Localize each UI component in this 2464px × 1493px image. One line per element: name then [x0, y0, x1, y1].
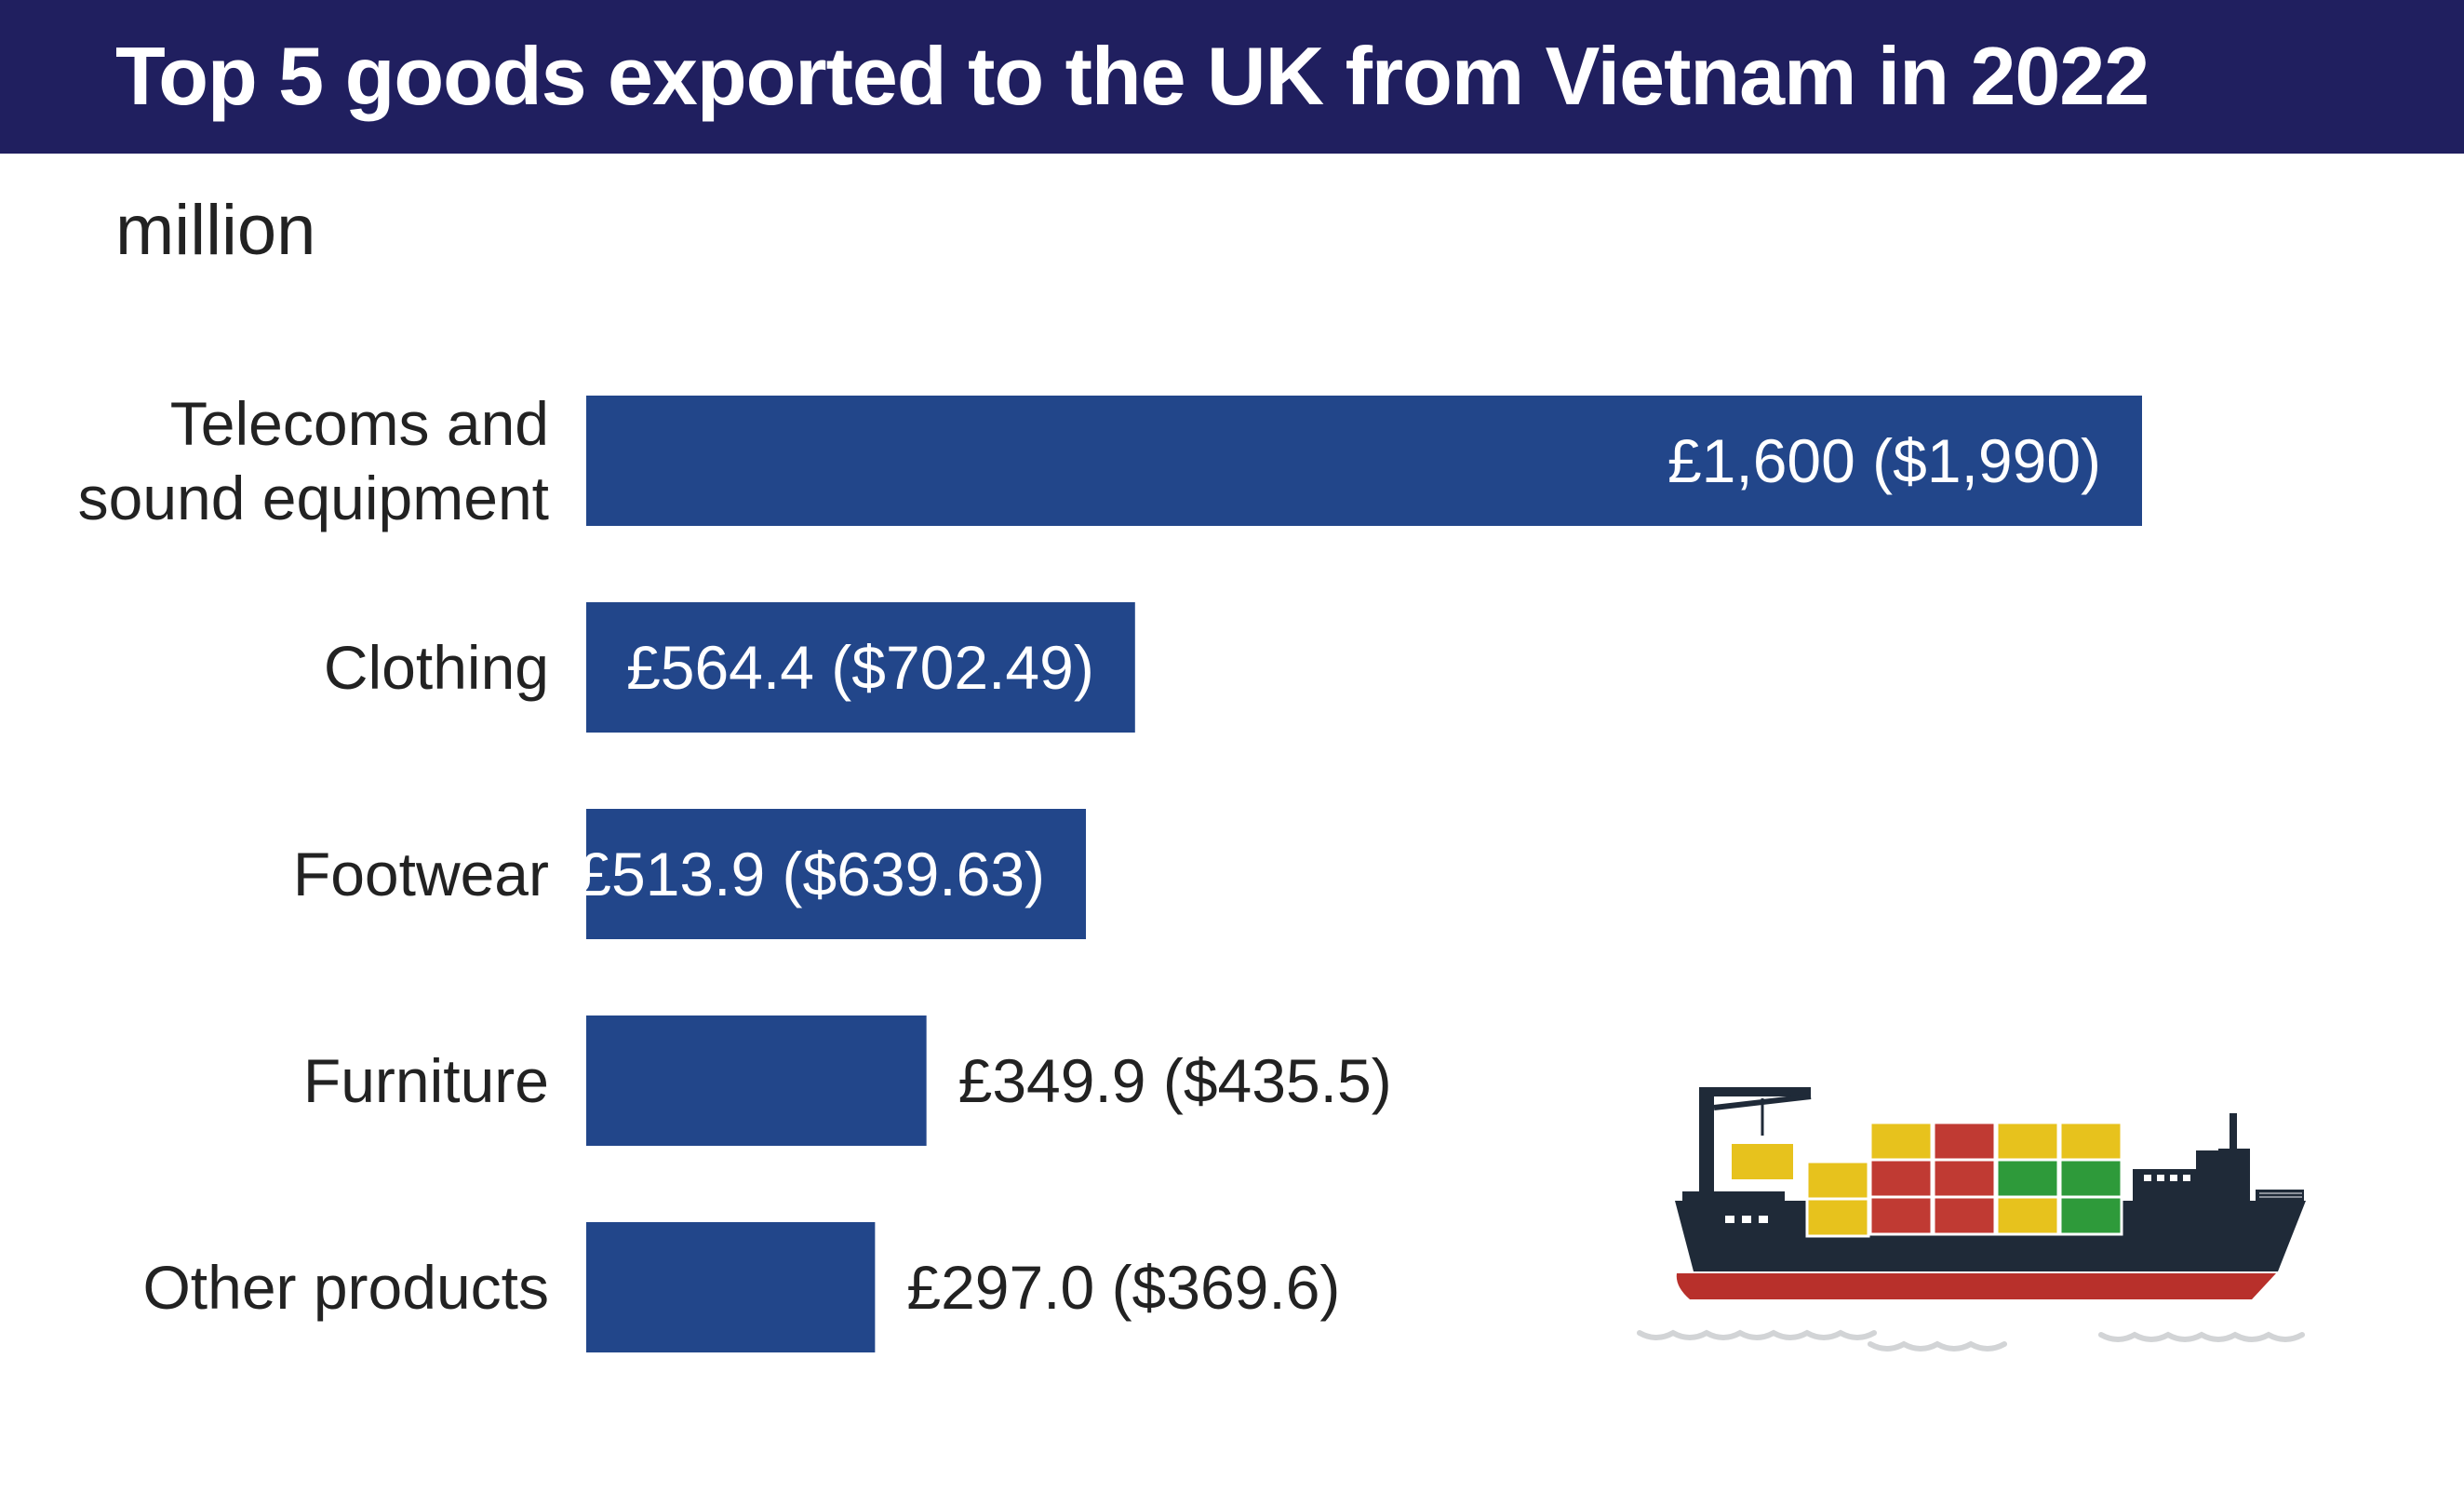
- value-label-1: £564.4 ($702.49): [626, 633, 1094, 702]
- value-label-4: £297.0 ($369.6): [906, 1253, 1340, 1322]
- bar-0: [586, 396, 2142, 526]
- category-label-4: Other products: [142, 1253, 549, 1322]
- bar-1: [586, 602, 1135, 733]
- bar-3: [586, 1016, 927, 1146]
- value-label-3: £349.9 ($435.5): [958, 1046, 1392, 1115]
- bar-2: [586, 809, 1087, 939]
- category-label-2: Footwear: [293, 840, 549, 908]
- unit-label: million: [115, 191, 316, 270]
- category-label-3: Furniture: [303, 1046, 549, 1115]
- title-banner: [0, 0, 2464, 154]
- category-label-0: Telecoms and sound equipment: [78, 389, 549, 532]
- value-label-2: £513.9 ($639.63): [577, 840, 1045, 908]
- chart-title: Top 5 goods exported to the UK from Viet…: [115, 30, 2149, 122]
- bar-4: [586, 1222, 876, 1352]
- value-label-0: £1,600 ($1,990): [1667, 426, 2101, 495]
- category-label-1: Clothing: [324, 633, 549, 702]
